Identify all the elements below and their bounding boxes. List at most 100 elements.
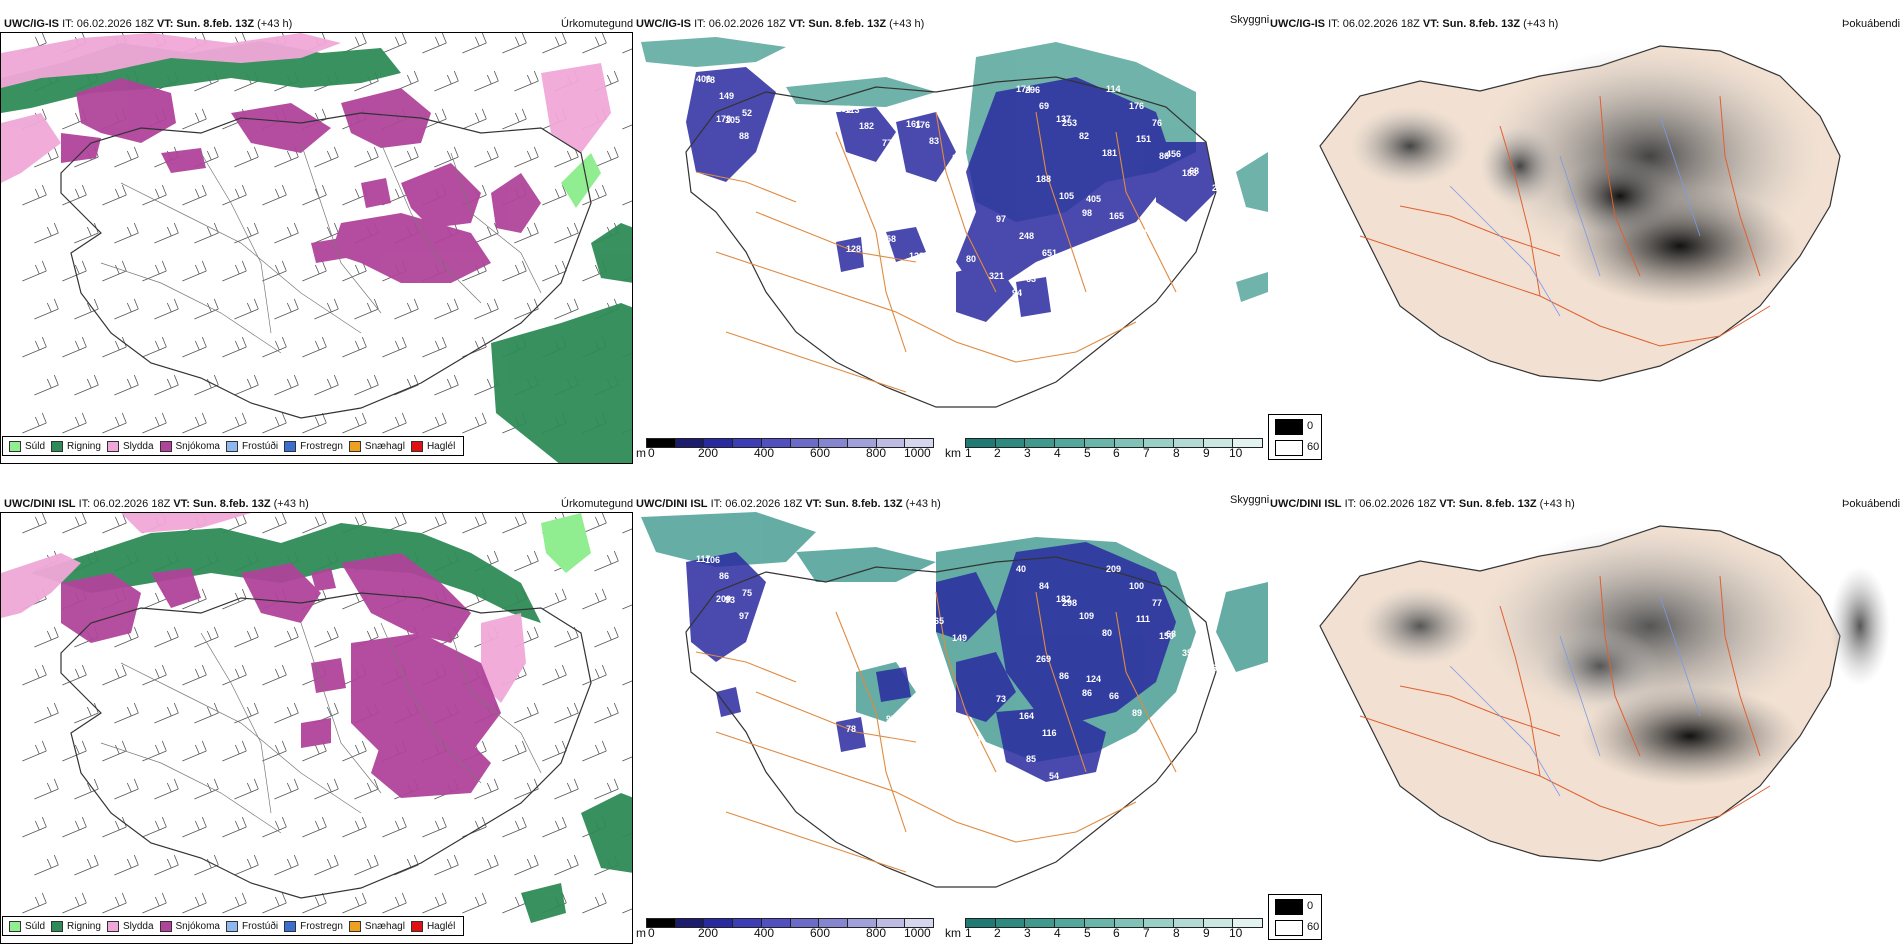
vis-tick: 7 xyxy=(1143,446,1150,460)
ceiling-value: 64 xyxy=(1212,663,1222,673)
ceiling-value: 168 xyxy=(836,104,851,114)
wind-barb xyxy=(474,222,499,244)
wind-barb xyxy=(262,740,287,762)
legend-swatch xyxy=(225,440,238,452)
wind-barb xyxy=(594,146,619,168)
ceiling-value: 97 xyxy=(739,611,749,621)
wind-barb xyxy=(382,412,407,434)
ceiling-value: 54 xyxy=(1049,771,1059,781)
row2-precip-map-svg xyxy=(1,513,632,923)
row2-ceiling-colorbar: m 0 200 400 600 800 1000 xyxy=(636,918,936,940)
colorbar-swatch xyxy=(1144,439,1174,447)
ceiling-labels: 117 209 154 70 40 182 209 111 68 269 124 73 174 97 78 8… xyxy=(696,554,1222,798)
row1-ceiling-colorbar: m 0 200 400 600 800 1000 xyxy=(636,438,936,460)
ceiling-value: 86 xyxy=(1159,151,1169,161)
ceiling-value: 78 xyxy=(705,75,715,85)
wind-barb xyxy=(502,260,527,282)
wind-barb xyxy=(342,740,367,762)
wind-barb xyxy=(182,108,207,130)
row1-precip-title: UWC/IG-IS IT: 06.02.2026 18Z VT: Sun. 8.… xyxy=(4,18,293,30)
colorbar-swatch xyxy=(761,919,791,927)
wind-barb xyxy=(274,222,299,244)
colorbar-swatch xyxy=(847,439,877,447)
ceiling-value: 97 xyxy=(886,714,896,724)
wind-barb xyxy=(474,70,499,92)
wind-barb xyxy=(34,222,59,244)
ceiling-value: 190 xyxy=(1189,646,1204,656)
wind-barb xyxy=(62,513,87,534)
wind-barb xyxy=(502,816,527,838)
ceiling-value: 76 xyxy=(1152,118,1162,128)
ceiling-value: 96 xyxy=(859,601,869,611)
wind-barb xyxy=(422,816,447,838)
wind-barb xyxy=(342,412,367,434)
legend-item: Snjókoma xyxy=(159,920,220,932)
colorbar-swatch xyxy=(847,919,877,927)
ceiling-value: 89 xyxy=(1132,708,1142,718)
ceiling-value: 86 xyxy=(1082,688,1092,698)
vis-colorbar-boxes xyxy=(965,918,1263,928)
row2-precip-title: UWC/DINI ISL IT: 06.02.2026 18Z VT: Sun.… xyxy=(4,498,309,510)
wind-barb xyxy=(542,184,567,206)
wind-barb xyxy=(22,664,47,686)
wind-barb xyxy=(234,146,259,168)
wind-barb xyxy=(554,702,579,724)
wind-barb xyxy=(154,778,179,800)
colorbar-swatch xyxy=(675,919,705,927)
ceiling-value: 77 xyxy=(1152,598,1162,608)
wind-barb xyxy=(114,854,139,876)
wind-barb xyxy=(262,336,287,358)
wind-barb xyxy=(102,336,127,358)
wind-barb xyxy=(274,298,299,320)
wind-barb xyxy=(102,260,127,282)
wind-barb xyxy=(582,892,607,914)
colorbar-swatch xyxy=(761,439,791,447)
row2-visibility-colorbar: km 1 2 3 4 5 6 7 8 9 10 xyxy=(945,918,1265,940)
legend-item: Snjókoma xyxy=(159,440,220,452)
wind-barb xyxy=(474,146,499,168)
wind-barb xyxy=(462,336,487,358)
wind-barb xyxy=(234,626,259,648)
vis-tick: 3 xyxy=(1024,926,1031,940)
vis-tick: 3 xyxy=(1024,446,1031,460)
ceiling-tick: 600 xyxy=(810,926,831,940)
wind-barb xyxy=(62,664,87,686)
colorbar-swatch xyxy=(733,919,762,927)
ceiling-value: 68 xyxy=(989,751,999,761)
wind-barb xyxy=(514,778,539,800)
wind-barb xyxy=(502,513,527,534)
wind-barb xyxy=(102,513,127,534)
wind-barb xyxy=(22,740,47,762)
ceiling-colorbar-boxes xyxy=(646,438,934,448)
row2-visibility-title: UWC/DINI ISL IT: 06.02.2026 18Z VT: Sun.… xyxy=(636,498,941,510)
wind-barb xyxy=(102,892,127,914)
row2-fog-type-label: Þokuábendi xyxy=(1842,498,1900,510)
row1-visibility-colorbar: km 1 2 3 4 5 6 7 8 9 10 xyxy=(945,438,1265,460)
legend-swatch xyxy=(348,440,361,452)
ceiling-value: 188 xyxy=(1036,174,1051,184)
legend-item: Slydda xyxy=(106,440,154,452)
wind-barb xyxy=(354,146,379,168)
wind-barb xyxy=(262,513,287,534)
wind-barb xyxy=(434,374,459,396)
colorbar-swatch xyxy=(1114,919,1145,927)
wind-barb xyxy=(354,778,379,800)
colorbar-swatch xyxy=(704,439,734,447)
ceiling-value: 123 xyxy=(909,251,924,261)
colorbar-swatch xyxy=(647,919,676,927)
ceiling-value: 456 xyxy=(1166,149,1181,159)
wind-barb xyxy=(554,778,579,800)
ceiling-value: 209 xyxy=(716,594,731,604)
wind-barb xyxy=(154,626,179,648)
wind-barb xyxy=(22,513,47,534)
wind-barb xyxy=(234,298,259,320)
wind-barb xyxy=(22,816,47,838)
ceiling-value: 163 xyxy=(762,628,777,638)
wind-barb xyxy=(422,108,447,130)
ceiling-value: 181 xyxy=(1102,148,1117,158)
ceiling-value: 149 xyxy=(719,91,734,101)
wind-barb xyxy=(582,740,607,762)
legend-item: Haglél xyxy=(410,440,455,452)
legend-item: Snæhagl xyxy=(348,920,405,932)
ceiling-value: 137 xyxy=(1056,114,1071,124)
